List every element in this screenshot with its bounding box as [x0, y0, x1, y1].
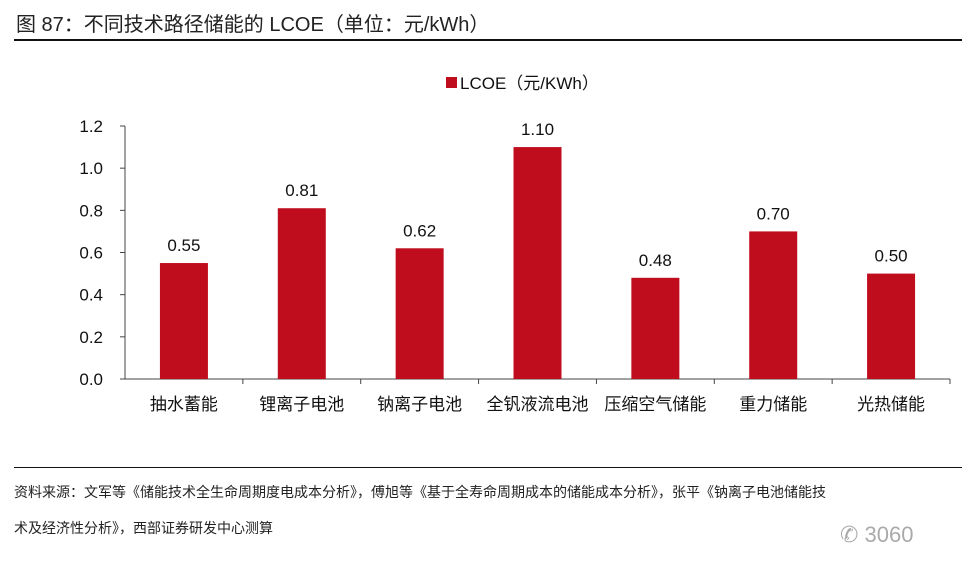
- y-tick-label: 1.0: [79, 159, 103, 178]
- y-tick-label: 0.4: [79, 286, 103, 305]
- bar: [867, 273, 916, 379]
- data-label: 0.81: [285, 181, 318, 200]
- data-label: 0.55: [167, 236, 200, 255]
- x-tick-label: 锂离子电池: [259, 395, 344, 415]
- bar: [513, 147, 562, 379]
- data-label: 0.62: [403, 221, 436, 240]
- wechat-icon: ✆: [840, 522, 865, 547]
- legend-label: LCOE（元/KWh）: [460, 74, 599, 93]
- y-tick-label: 0.8: [79, 201, 103, 220]
- watermark: ✆ 3060: [840, 522, 914, 548]
- data-label: 1.10: [521, 120, 554, 139]
- x-tick-label: 抽水蓄能: [150, 395, 218, 415]
- y-tick-label: 0.0: [79, 370, 103, 389]
- source-line-1: 资料来源：文军等《储能技术全生命周期度电成本分析》，傅旭等《基于全寿命周期成本的…: [14, 485, 826, 501]
- y-tick-label: 1.2: [79, 117, 103, 136]
- bar: [631, 277, 680, 379]
- x-tick-label: 压缩空气储能: [604, 395, 706, 415]
- data-label: 0.48: [639, 251, 672, 270]
- x-tick-label: 全钒液流电池: [487, 395, 589, 415]
- x-tick-label: 重力储能: [739, 395, 807, 415]
- title-divider: [14, 39, 962, 41]
- bar: [395, 248, 444, 379]
- y-tick-label: 0.6: [79, 244, 103, 263]
- legend-swatch: [446, 77, 457, 88]
- source-line-2: 术及经济性分析》，西部证券研发中心测算: [14, 521, 273, 537]
- x-tick-label: 钠离子电池: [377, 395, 462, 415]
- data-label: 0.50: [875, 247, 908, 266]
- bar: [749, 231, 798, 379]
- bar: [277, 208, 326, 379]
- bar: [159, 263, 208, 379]
- y-tick-label: 0.2: [79, 328, 103, 347]
- figure-title: 图 87：不同技术路径储能的 LCOE（单位：元/kWh）: [16, 14, 490, 36]
- x-tick-label: 光热储能: [857, 395, 925, 415]
- watermark-text: 3060: [864, 522, 914, 547]
- data-label: 0.70: [757, 204, 790, 223]
- source-divider: [14, 467, 962, 468]
